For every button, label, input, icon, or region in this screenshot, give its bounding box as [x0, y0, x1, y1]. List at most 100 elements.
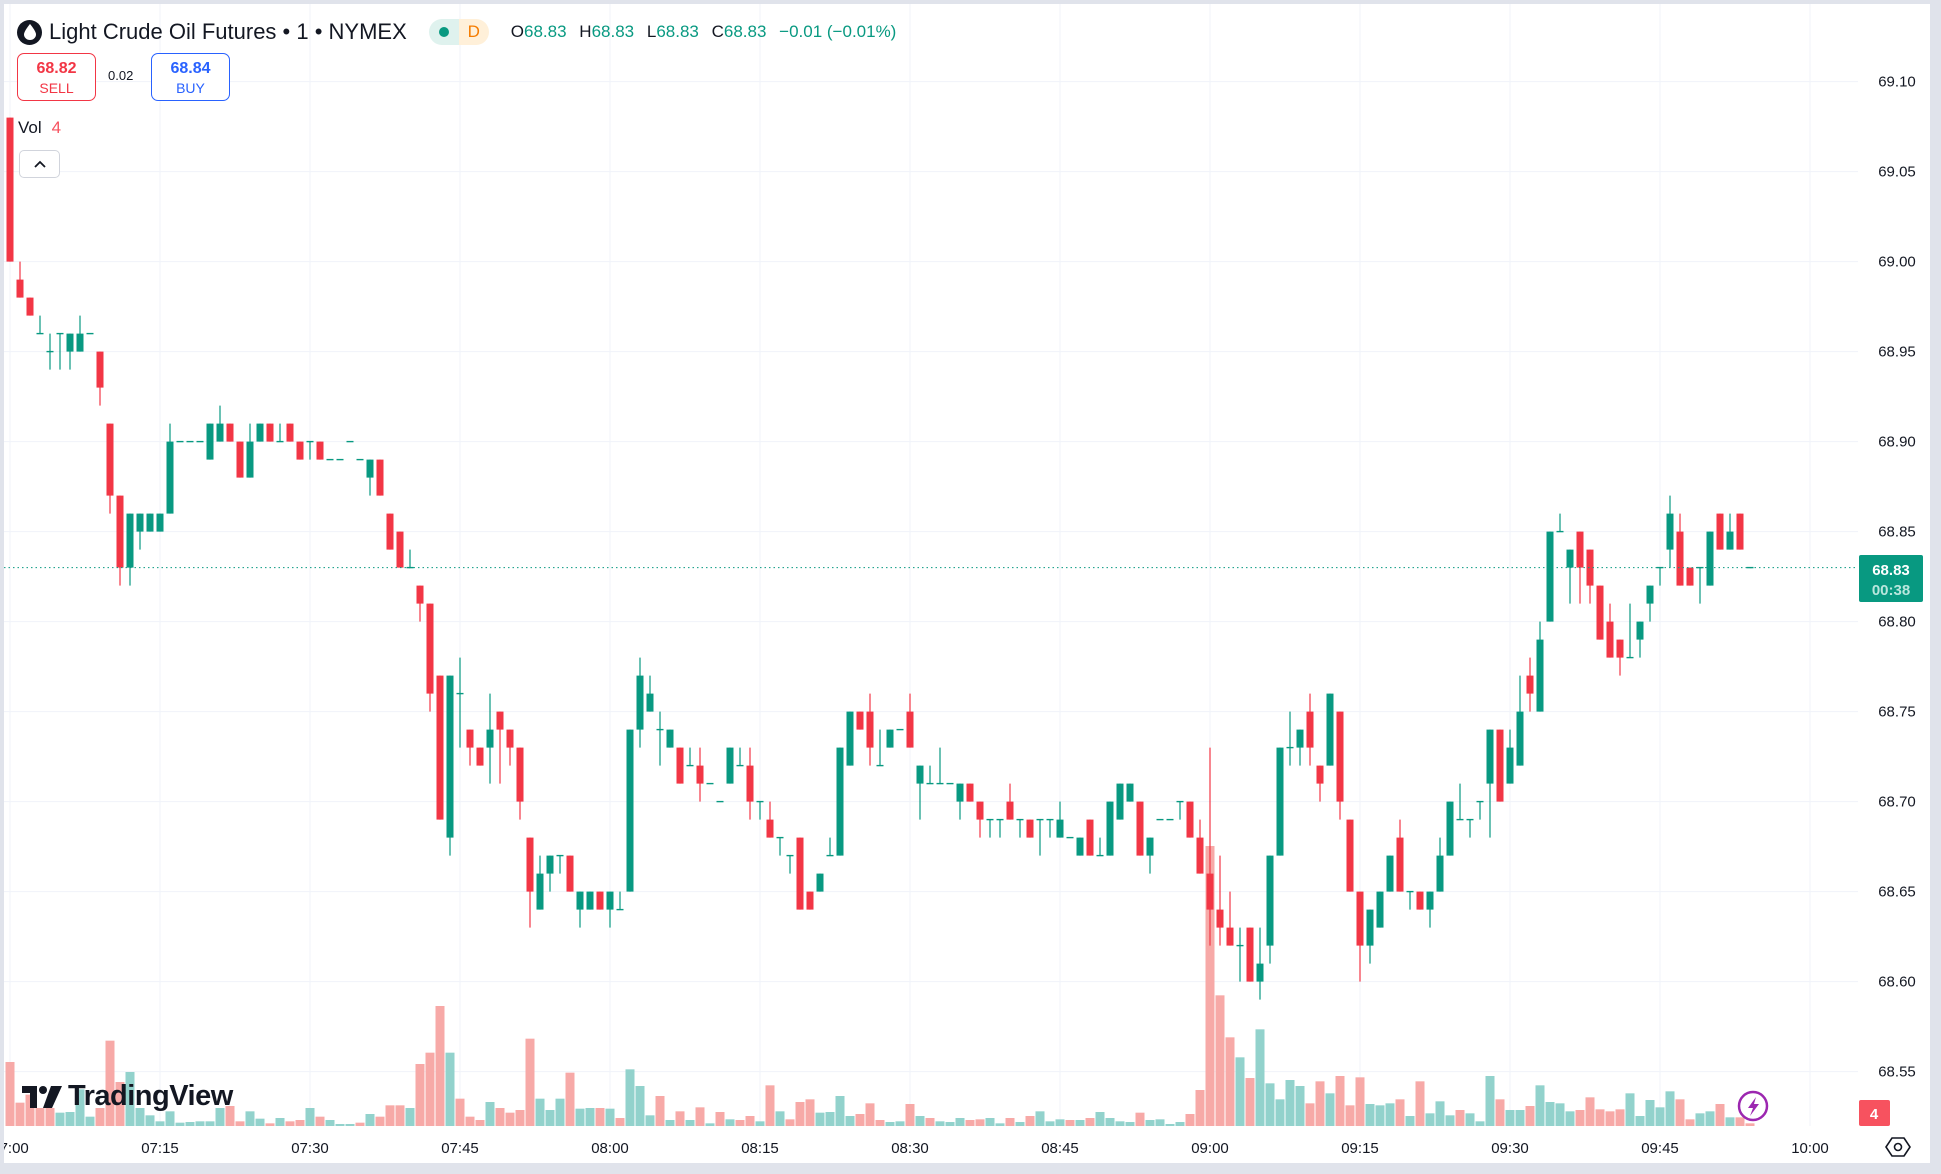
- candle: [356, 458, 364, 461]
- candle-body: [416, 585, 424, 604]
- candle-body: [936, 782, 944, 785]
- candle-body: [1396, 837, 1404, 892]
- volume-bar: [225, 1106, 235, 1126]
- candle: [1326, 693, 1334, 766]
- candle: [1336, 711, 1344, 820]
- candle: [796, 837, 804, 910]
- lightning-icon[interactable]: [1737, 1090, 1769, 1122]
- candle-body: [1006, 801, 1014, 820]
- candle-body: [956, 783, 964, 802]
- candle: [76, 315, 84, 352]
- candle-body: [766, 819, 774, 838]
- candle: [1426, 891, 1434, 928]
- candle-body: [1636, 621, 1644, 640]
- candle-body: [196, 440, 204, 443]
- volume-bar: [415, 1064, 425, 1126]
- volume-bar: [725, 1119, 735, 1126]
- candle: [1616, 639, 1624, 676]
- time-axis[interactable]: 07:00 07:15 07:30 07:45 08:00 08:15 08:30 08:45…: [4, 1140, 1829, 1157]
- ohlc-legend: O68.83 H68.83 L68.83 C68.83 −0.01 (−0.01…: [511, 22, 905, 42]
- candle: [86, 332, 94, 335]
- low-value: 68.83: [656, 22, 699, 41]
- candle: [486, 693, 494, 784]
- candle: [566, 855, 574, 892]
- candle: [916, 765, 924, 820]
- tradingview-logo[interactable]: TradingView: [22, 1080, 233, 1113]
- candle: [1216, 855, 1224, 946]
- candle: [1376, 891, 1384, 928]
- candle: [46, 333, 54, 370]
- candle-body: [1666, 513, 1674, 550]
- buy-button[interactable]: 68.84 BUY: [151, 53, 230, 101]
- candle-body: [426, 603, 434, 694]
- sell-button[interactable]: 68.82 SELL: [17, 53, 96, 101]
- candle: [1076, 837, 1084, 856]
- price-tick-label: 68.65: [1878, 884, 1916, 901]
- settings-hexagon-icon[interactable]: [1885, 1137, 1911, 1157]
- volume-bar: [1605, 1111, 1615, 1126]
- candle: [1096, 837, 1104, 857]
- candle-body: [536, 873, 544, 910]
- candle: [336, 458, 344, 461]
- price-axis[interactable]: 69.10 69.05 69.00 68.95 68.90 68.85 68.80 68.75…: [1878, 74, 1916, 1081]
- volume-bar: [155, 1121, 165, 1126]
- symbol-title[interactable]: Light Crude Oil Futures • 1 • NYMEX: [49, 19, 407, 44]
- volume-legend[interactable]: Vol 4: [18, 118, 61, 138]
- volume-bar: [195, 1121, 205, 1126]
- candle-body: [676, 747, 684, 784]
- volume-bar: [1165, 1124, 1175, 1126]
- candle: [836, 747, 844, 856]
- chart-panel[interactable]: 69.10 69.05 69.00 68.95 68.90 68.85 68.80 68.75…: [4, 4, 1930, 1165]
- candle: [1256, 927, 1264, 1000]
- candle: [1656, 566, 1664, 586]
- price-tick-label: 69.05: [1878, 164, 1916, 181]
- volume-bar: [375, 1116, 385, 1126]
- volume-bar: [985, 1118, 995, 1126]
- volume-bar: [1365, 1104, 1375, 1126]
- volume-bar: [435, 1006, 445, 1126]
- candle-body: [926, 782, 934, 785]
- market-status-badge[interactable]: D: [428, 19, 489, 45]
- candle: [1286, 711, 1294, 766]
- price-chart[interactable]: 69.10 69.05 69.00 68.95 68.90 68.85 68.80 68.75…: [4, 4, 1930, 1165]
- candle-body: [1606, 621, 1614, 658]
- volume-bar: [1715, 1104, 1725, 1126]
- candle-body: [846, 711, 854, 766]
- candle-body: [546, 855, 554, 874]
- candle: [1486, 729, 1494, 838]
- volume-bar: [755, 1121, 765, 1126]
- candle-body: [1616, 639, 1624, 658]
- candle: [856, 711, 864, 730]
- grid: [4, 4, 1858, 1126]
- volume-bar: [1305, 1103, 1315, 1126]
- time-tick-label: 07:00: [4, 1140, 29, 1157]
- candle: [756, 800, 764, 820]
- volume-bar: [1405, 1116, 1415, 1126]
- candle-body: [886, 729, 894, 748]
- candle: [506, 729, 514, 766]
- candle: [1726, 513, 1734, 550]
- volume-bar: [645, 1115, 655, 1126]
- volume-bar: [715, 1112, 725, 1126]
- volume-bar: [545, 1110, 555, 1126]
- volume-bar: [925, 1118, 935, 1126]
- candle-body: [1256, 963, 1264, 982]
- volume-bar: [1505, 1110, 1515, 1126]
- volume-bar: [945, 1122, 955, 1126]
- candle: [476, 747, 484, 766]
- candle: [136, 513, 144, 550]
- last-price-label: 68.83 00:38: [1859, 555, 1923, 602]
- candle: [386, 513, 394, 550]
- volume-bar: [315, 1116, 325, 1126]
- candle: [166, 423, 174, 514]
- candle-body: [466, 729, 474, 748]
- collapse-legend-button[interactable]: [19, 150, 60, 178]
- volume-bar: [1685, 1119, 1695, 1126]
- candle-body: [286, 423, 294, 442]
- candle: [526, 837, 534, 928]
- candle-body: [156, 513, 164, 532]
- candle: [126, 513, 134, 586]
- volume-bar: [1675, 1099, 1685, 1126]
- volume-bar: [1255, 1029, 1265, 1126]
- volume-bar: [1495, 1099, 1505, 1126]
